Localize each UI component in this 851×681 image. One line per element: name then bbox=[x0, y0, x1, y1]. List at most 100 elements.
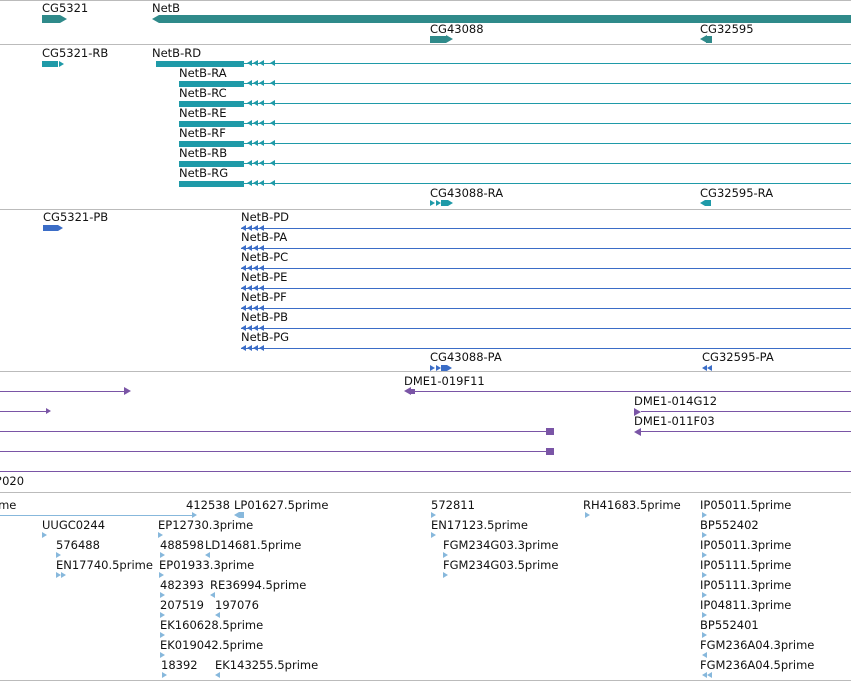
clone-line bbox=[0, 391, 124, 392]
est-label[interactable]: ?me bbox=[0, 498, 17, 512]
protein-feature[interactable] bbox=[441, 365, 447, 371]
clone-arrow-icon bbox=[124, 387, 131, 395]
est-label[interactable]: EK160628.5prime bbox=[160, 618, 264, 632]
clone-arrow-icon bbox=[404, 387, 411, 395]
transcript-intron bbox=[179, 143, 851, 144]
transcript-label[interactable]: CG43088-RA bbox=[430, 186, 504, 200]
est-label[interactable]: LD14681.5prime bbox=[205, 538, 302, 552]
est-arrow-icon bbox=[215, 612, 220, 618]
gene-label[interactable]: CG5321 bbox=[42, 1, 89, 15]
est-label[interactable]: 572811 bbox=[431, 498, 475, 512]
est-label[interactable]: LP01627.5prime bbox=[234, 498, 329, 512]
est-label[interactable]: IP05111.5prime bbox=[700, 558, 792, 572]
est-arrow-icon bbox=[702, 552, 707, 558]
gene-feature[interactable] bbox=[706, 36, 712, 43]
strand-arrow-icon bbox=[247, 345, 252, 351]
est-label[interactable]: IP05011.5prime bbox=[700, 498, 792, 512]
est-arrow-icon bbox=[56, 572, 61, 578]
transcript-exon[interactable] bbox=[156, 61, 244, 67]
transcript-exon[interactable] bbox=[179, 141, 244, 147]
est-label[interactable]: 412538 bbox=[186, 498, 230, 512]
protein-line bbox=[241, 228, 851, 229]
transcript-label[interactable]: NetB-RA bbox=[179, 66, 227, 80]
gene-label[interactable]: CG32595 bbox=[700, 22, 754, 36]
est-label[interactable]: BP552401 bbox=[700, 618, 759, 632]
strand-arrow-icon bbox=[247, 160, 252, 166]
transcript-exon[interactable] bbox=[179, 81, 244, 87]
est-label[interactable]: EN17123.5prime bbox=[431, 518, 528, 532]
est-label[interactable]: FGM236A04.3prime bbox=[700, 638, 815, 652]
protein-label[interactable]: CG5321-PB bbox=[43, 210, 109, 224]
est-label[interactable]: 576488 bbox=[56, 538, 100, 552]
est-label[interactable]: IP05011.3prime bbox=[700, 538, 792, 552]
protein-label[interactable]: NetB-PG bbox=[241, 330, 290, 344]
clone-label[interactable]: ?020 bbox=[0, 474, 25, 488]
est-label[interactable]: RE36994.5prime bbox=[210, 578, 307, 592]
protein-label[interactable]: CG32595-PA bbox=[702, 350, 774, 364]
strand-arrow-icon bbox=[247, 180, 252, 186]
protein-feature[interactable] bbox=[43, 225, 58, 231]
transcript-exon[interactable] bbox=[179, 121, 244, 127]
transcript-label[interactable]: NetB-RD bbox=[152, 46, 202, 60]
est-label[interactable]: EK143255.5prime bbox=[215, 658, 319, 672]
est-label[interactable]: IP04811.3prime bbox=[700, 598, 792, 612]
transcript-label[interactable]: CG5321-RB bbox=[42, 46, 109, 60]
transcript-exon[interactable] bbox=[179, 181, 244, 187]
est-label[interactable]: FGM236A04.5prime bbox=[700, 658, 815, 672]
est-arrow-icon bbox=[702, 592, 707, 598]
est-label[interactable]: 197076 bbox=[215, 598, 259, 612]
est-feature[interactable] bbox=[239, 512, 244, 518]
transcript-label[interactable]: NetB-RF bbox=[179, 126, 226, 140]
transcript-exon[interactable] bbox=[179, 161, 244, 167]
protein-label[interactable]: NetB-PD bbox=[241, 210, 290, 224]
strand-arrow-icon bbox=[707, 365, 712, 371]
strand-arrow-icon bbox=[253, 180, 258, 186]
transcript-label[interactable]: NetB-RB bbox=[179, 146, 228, 160]
protein-label[interactable]: NetB-PE bbox=[241, 270, 288, 284]
clone-line bbox=[641, 431, 851, 432]
est-line bbox=[0, 515, 192, 516]
transcript-label[interactable]: CG32595-RA bbox=[700, 186, 774, 200]
transcript-exon[interactable] bbox=[179, 101, 244, 107]
est-label[interactable]: FGM234G03.5prime bbox=[443, 558, 559, 572]
transcript-exon[interactable] bbox=[705, 200, 711, 206]
est-arrow-icon bbox=[56, 552, 61, 558]
est-arrow-icon bbox=[61, 572, 66, 578]
transcript-exon[interactable] bbox=[42, 61, 58, 67]
protein-label[interactable]: NetB-PA bbox=[241, 230, 288, 244]
clone-end-marker bbox=[409, 389, 415, 394]
est-label[interactable]: EK019042.5prime bbox=[160, 638, 264, 652]
transcript-label[interactable]: NetB-RG bbox=[179, 166, 229, 180]
transcript-label[interactable]: NetB-RC bbox=[179, 86, 227, 100]
est-arrow-icon bbox=[159, 572, 164, 578]
protein-label[interactable]: NetB-PB bbox=[241, 310, 289, 324]
est-label[interactable]: IP05111.3prime bbox=[700, 578, 792, 592]
est-label[interactable]: 207519 bbox=[160, 598, 204, 612]
gene-label[interactable]: CG43088 bbox=[430, 22, 484, 36]
est-label[interactable]: EP01933.3prime bbox=[159, 558, 255, 572]
strand-arrow-icon bbox=[247, 325, 252, 331]
protein-label[interactable]: CG43088-PA bbox=[430, 350, 502, 364]
est-label[interactable]: EP12730.3prime bbox=[158, 518, 254, 532]
transcript-exon[interactable] bbox=[441, 200, 448, 206]
est-label[interactable]: 488598 bbox=[160, 538, 204, 552]
est-arrow-icon bbox=[160, 652, 165, 658]
gene-feature[interactable] bbox=[159, 15, 851, 23]
clone-label[interactable]: DME1-014G12 bbox=[634, 394, 718, 408]
est-label[interactable]: 482393 bbox=[160, 578, 204, 592]
gene-label[interactable]: NetB bbox=[152, 1, 181, 15]
est-arrow-icon bbox=[702, 672, 707, 678]
transcript-label[interactable]: NetB-RE bbox=[179, 106, 227, 120]
est-label[interactable]: EN17740.5prime bbox=[56, 558, 153, 572]
protein-label[interactable]: NetB-PC bbox=[241, 250, 289, 264]
protein-label[interactable]: NetB-PF bbox=[241, 290, 287, 304]
est-label[interactable]: FGM234G03.3prime bbox=[443, 538, 559, 552]
est-label[interactable]: 18392 bbox=[161, 658, 198, 672]
gene-feature[interactable] bbox=[42, 15, 60, 23]
est-label[interactable]: UUGC0244 bbox=[42, 518, 106, 532]
gene-feature[interactable] bbox=[430, 36, 446, 43]
clone-label[interactable]: DME1-011F03 bbox=[634, 414, 715, 428]
est-label[interactable]: RH41683.5prime bbox=[583, 498, 681, 512]
clone-label[interactable]: DME1-019F11 bbox=[404, 374, 485, 388]
est-label[interactable]: BP552402 bbox=[700, 518, 759, 532]
